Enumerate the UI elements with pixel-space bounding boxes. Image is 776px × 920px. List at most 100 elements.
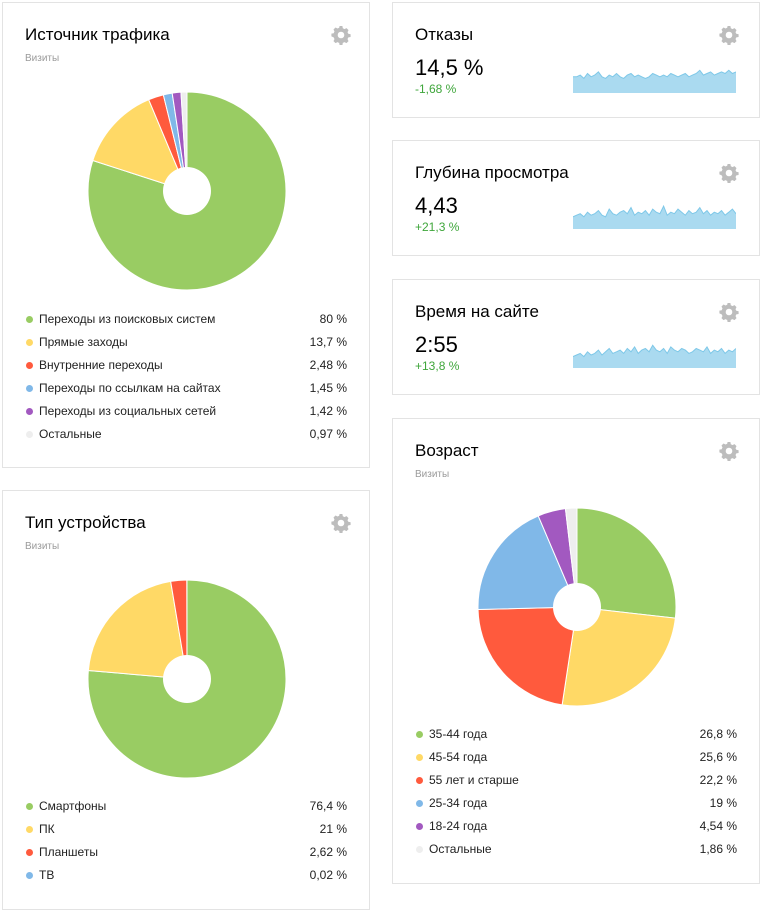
device-legend-label: ПК	[39, 822, 55, 836]
age-legend-item[interactable]: 55 лет и старше 22,2 %	[415, 769, 737, 792]
device-legend-label: ТВ	[39, 868, 55, 882]
bounce-rate-card: Отказы 14,5 % -1,68 %	[392, 2, 760, 118]
traffic-legend-value: 2,48 %	[309, 358, 347, 372]
age-legend-label: 18-24 года	[429, 819, 488, 833]
age-legend-dot-icon	[416, 731, 423, 738]
traffic-slice-5[interactable]	[180, 91, 188, 192]
device-legend-item[interactable]: ПК 21 %	[25, 818, 347, 841]
device-type-pie-chart	[87, 579, 287, 779]
age-legend-dot-icon	[416, 777, 423, 784]
sparkline-line	[573, 344, 736, 358]
age-legend-value: 1,86 %	[699, 842, 737, 856]
age-subtitle: Визиты	[415, 469, 450, 480]
age-legend-value: 22,2 %	[699, 773, 737, 787]
device-legend-value: 0,02 %	[309, 868, 347, 882]
traffic-source-title: Источник трафика	[25, 25, 170, 44]
device-legend-item[interactable]: ТВ 0,02 %	[25, 864, 347, 887]
device-type-title: Тип устройства	[25, 513, 146, 532]
traffic-legend-label: Прямые заходы	[39, 335, 128, 349]
age-legend-item[interactable]: 18-24 года 4,54 %	[415, 815, 737, 838]
age-title: Возраст	[415, 441, 479, 460]
device-legend-dot-icon	[26, 849, 33, 856]
traffic-legend-dot-icon	[26, 316, 33, 323]
age-legend-value: 4,54 %	[699, 819, 737, 833]
time-on-site-sparkline	[573, 342, 736, 368]
sparkline-area	[573, 206, 736, 229]
traffic-donut-hole	[163, 167, 211, 215]
age-legend-value: 26,8 %	[699, 727, 737, 741]
traffic-legend-label: Переходы из поисковых систем	[39, 312, 216, 326]
traffic-source-subtitle: Визиты	[25, 53, 60, 64]
device-settings-gear-icon[interactable]	[331, 513, 351, 533]
traffic-legend-item[interactable]: Переходы из поисковых систем 80 %	[25, 308, 347, 331]
traffic-legend-value: 13,7 %	[309, 335, 347, 349]
bounce-rate-delta: -1,68 %	[415, 82, 457, 96]
device-legend-value: 2,62 %	[309, 845, 347, 859]
sparkline-line	[573, 69, 736, 80]
time-on-site-delta: +13,8 %	[415, 359, 460, 373]
time-on-site-gear-icon[interactable]	[719, 302, 739, 322]
age-legend-item[interactable]: 45-54 года 25,6 %	[415, 746, 737, 769]
age-legend-label: Остальные	[429, 842, 492, 856]
age-settings-gear-icon[interactable]	[719, 441, 739, 461]
bounce-rate-gear-icon[interactable]	[719, 25, 739, 45]
age-donut-hole	[553, 583, 601, 631]
age-legend-dot-icon	[416, 823, 423, 830]
age-legend-item[interactable]: Остальные 1,86 %	[415, 838, 737, 861]
traffic-legend-item[interactable]: Переходы по ссылкам на сайтах 1,45 %	[25, 377, 347, 400]
device-type-legend: Смартфоны 76,4 % ПК 21 % Планшеты 2,62 % ТВ 0,0…	[25, 795, 347, 887]
age-slice-3[interactable]	[477, 515, 578, 611]
traffic-legend-value: 1,45 %	[309, 381, 347, 395]
traffic-slice-1[interactable]	[92, 99, 188, 192]
age-legend-label: 35-44 года	[429, 727, 488, 741]
age-legend-label: 25-34 года	[429, 796, 488, 810]
traffic-legend-label: Переходы из социальных сетей	[39, 404, 217, 418]
page-depth-card: Глубина просмотра 4,43 +21,3 %	[392, 140, 760, 256]
device-legend-value: 76,4 %	[309, 799, 347, 813]
traffic-legend-dot-icon	[26, 385, 33, 392]
device-legend-item[interactable]: Планшеты 2,62 %	[25, 841, 347, 864]
time-on-site-card: Время на сайте 2:55 +13,8 %	[392, 279, 760, 395]
traffic-legend-dot-icon	[26, 408, 33, 415]
traffic-legend-value: 0,97 %	[309, 427, 347, 441]
device-legend-dot-icon	[26, 826, 33, 833]
page-depth-value: 4,43	[415, 193, 458, 218]
bounce-rate-value: 14,5 %	[415, 55, 484, 80]
age-legend-value: 25,6 %	[699, 750, 737, 764]
device-legend-dot-icon	[26, 872, 33, 879]
age-legend-label: 55 лет и старше	[429, 773, 519, 787]
age-legend-item[interactable]: 35-44 года 26,8 %	[415, 723, 737, 746]
device-slice-1[interactable]	[87, 580, 188, 680]
traffic-legend-label: Внутренние переходы	[39, 358, 163, 372]
age-slice-1[interactable]	[561, 606, 676, 707]
device-legend-label: Смартфоны	[39, 799, 107, 813]
traffic-legend-item[interactable]: Переходы из социальных сетей 1,42 %	[25, 400, 347, 423]
age-legend-dot-icon	[416, 800, 423, 807]
age-legend-item[interactable]: 25-34 года 19 %	[415, 792, 737, 815]
page-depth-gear-icon[interactable]	[719, 163, 739, 183]
age-legend-dot-icon	[416, 846, 423, 853]
traffic-legend-value: 1,42 %	[309, 404, 347, 418]
device-legend-item[interactable]: Смартфоны 76,4 %	[25, 795, 347, 818]
page-depth-delta: +21,3 %	[415, 220, 460, 234]
device-type-subtitle: Визиты	[25, 541, 60, 552]
age-slice-5[interactable]	[564, 507, 578, 608]
age-slice-2[interactable]	[477, 606, 578, 706]
traffic-legend-item[interactable]: Прямые заходы 13,7 %	[25, 331, 347, 354]
age-card: Возраст Визиты 35-44 года 26,8 % 45-54 год…	[392, 418, 760, 884]
traffic-legend-dot-icon	[26, 362, 33, 369]
page-depth-sparkline	[573, 203, 736, 229]
traffic-source-legend: Переходы из поисковых систем 80 % Прямые з…	[25, 308, 347, 446]
traffic-legend-label: Переходы по ссылкам на сайтах	[39, 381, 221, 395]
traffic-settings-gear-icon[interactable]	[331, 25, 351, 45]
sparkline-line	[573, 204, 736, 218]
time-on-site-value: 2:55	[415, 332, 458, 357]
traffic-legend-item[interactable]: Внутренние переходы 2,48 %	[25, 354, 347, 377]
bounce-rate-sparkline	[573, 67, 736, 93]
age-slice-0[interactable]	[576, 507, 677, 619]
device-legend-label: Планшеты	[39, 845, 98, 859]
traffic-legend-label: Остальные	[39, 427, 102, 441]
bounce-rate-title: Отказы	[415, 25, 474, 44]
traffic-legend-item[interactable]: Остальные 0,97 %	[25, 423, 347, 446]
traffic-source-pie-chart	[87, 91, 287, 291]
